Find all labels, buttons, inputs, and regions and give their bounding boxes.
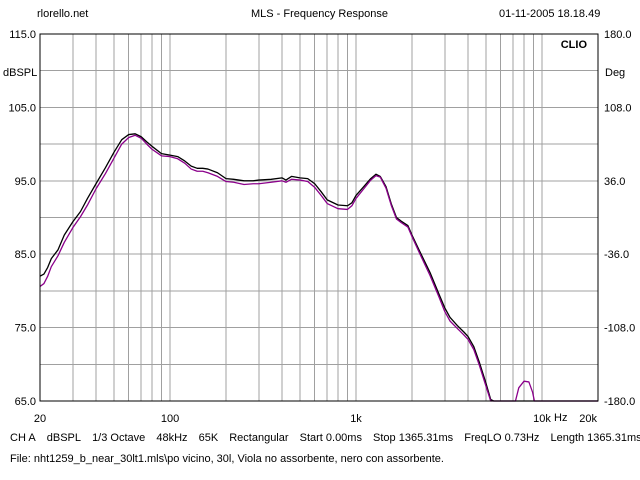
y2-tick-label: 180.0 <box>604 29 632 41</box>
y2-tick-label: -36.0 <box>604 249 629 261</box>
x-axis-unit: Hz <box>554 412 568 424</box>
fft-size: 65K <box>198 432 219 444</box>
smoothing: 1/3 Octave <box>92 432 146 444</box>
y2-tick-label: -180.0 <box>604 396 635 408</box>
unit: dBSPL <box>46 432 81 444</box>
right-axis-unit: Deg <box>605 67 626 79</box>
site-name: rlorello.net <box>37 8 89 20</box>
x-tick-label: 20k <box>579 413 597 425</box>
sample-rate: 48kHz <box>156 432 188 444</box>
x-tick-label: 1k <box>350 413 362 425</box>
y-tick-label: 75.0 <box>15 323 36 335</box>
chart-title: MLS - Frequency Response <box>251 8 388 20</box>
y-tick-label: 105.0 <box>8 102 36 114</box>
measurement-settings: CH A dBSPL 1/3 Octave 48kHz 65K Rectangu… <box>10 432 640 444</box>
response-trace-purple <box>39 134 598 402</box>
y-tick-label: 85.0 <box>15 249 36 261</box>
x-tick-label: 20 <box>34 413 46 425</box>
y-tick-label: 95.0 <box>15 176 36 188</box>
start-time: Start 0.00ms <box>299 432 362 444</box>
y-tick-label: 115.0 <box>9 29 36 41</box>
grid <box>40 34 598 401</box>
file-info: File: nht1259_b_near_30lt1.mls\po vicino… <box>10 453 444 465</box>
response-trace-black <box>39 133 598 402</box>
y2-tick-label: 36.0 <box>604 176 625 188</box>
measurement-datetime: 01-11-2005 18.18.49 <box>499 8 601 20</box>
series-traces <box>39 133 598 402</box>
stop-time: Stop 1365.31ms <box>373 432 454 444</box>
y2-tick-label: -108.0 <box>604 323 635 335</box>
x-tick-label: 10k <box>533 413 551 425</box>
x-tick-label: 100 <box>161 413 179 425</box>
left-axis-unit: dBSPL <box>3 67 38 79</box>
length: Length 1365.31ms <box>550 432 640 444</box>
clio-brand-label: CLIO <box>561 39 588 51</box>
window-type: Rectangular <box>229 432 289 444</box>
tick-labels: 115.0 105.0 95.0 85.0 75.0 65.0 180.0 108.0 36.0… <box>8 29 635 425</box>
plot-frame <box>39 33 599 402</box>
y-tick-label: 65.0 <box>15 396 36 408</box>
channel: CH A <box>10 432 36 444</box>
freq-lo: FreqLO 0.73Hz <box>464 432 540 444</box>
y2-tick-label: 108.0 <box>604 102 632 114</box>
